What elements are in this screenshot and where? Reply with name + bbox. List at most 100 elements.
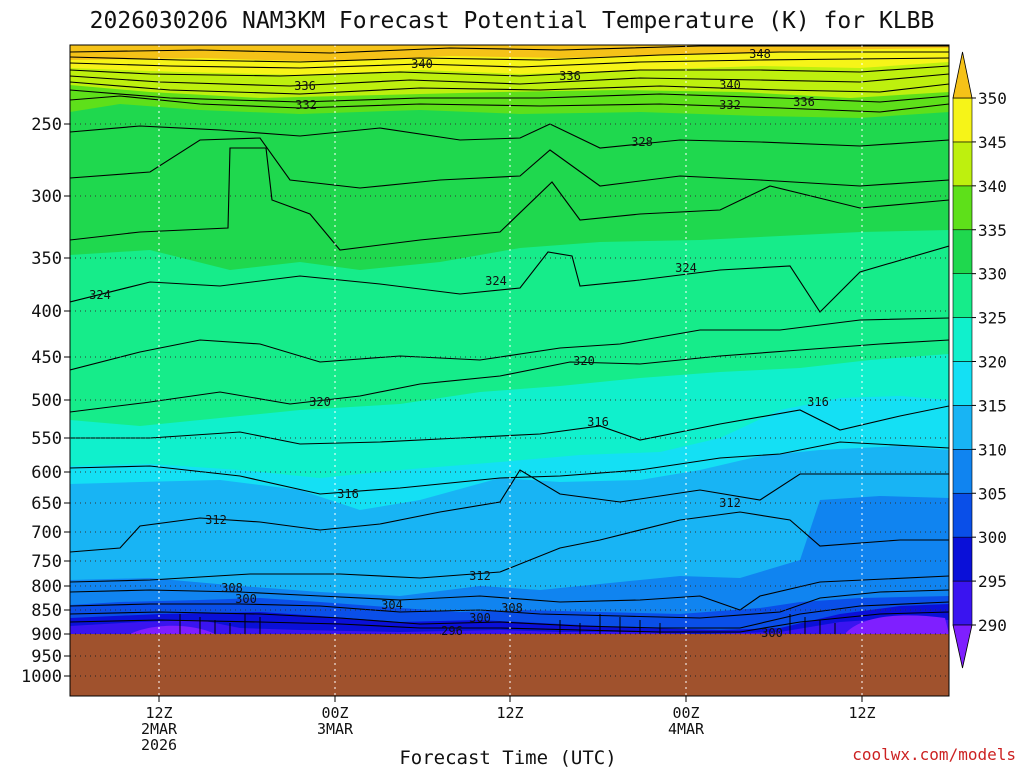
y-tick-label-800: 800 — [31, 577, 62, 597]
contour-label-300: 300 — [235, 592, 257, 606]
contour-label-348: 348 — [749, 47, 771, 61]
colorbar-segment-6 — [952, 361, 973, 406]
contour-label-316: 316 — [587, 415, 609, 429]
contour-label-336: 336 — [294, 79, 316, 93]
colorbar-segment-5 — [952, 405, 973, 450]
colorbar-label-320: 320 — [978, 353, 1007, 372]
contour-label-316: 316 — [807, 395, 829, 409]
x-tick-label-1-3: 2026 — [141, 736, 177, 754]
x-tick-label-1-2: 2MAR — [141, 720, 178, 738]
contour-label-312: 312 — [205, 513, 227, 527]
contour-label-324: 324 — [485, 274, 507, 288]
x-tick-label-4-1: 00Z — [672, 704, 699, 722]
x-tick-label-3-1: 12Z — [496, 704, 523, 722]
contour-label-340: 340 — [411, 57, 433, 71]
x-tick-label-4-2: 4MAR — [668, 720, 705, 738]
colorbar-label-310: 310 — [978, 440, 1007, 459]
contour-label-312: 312 — [719, 496, 741, 510]
colorbar-segment-1 — [952, 580, 973, 626]
isentrope-11 — [70, 147, 949, 251]
isentrope-17 — [70, 469, 949, 553]
colorbar-segment-10 — [952, 185, 973, 231]
colorbar-label-350: 350 — [978, 89, 1007, 108]
y-tick-label-250: 250 — [31, 115, 62, 135]
y-tick-label-950: 950 — [31, 647, 62, 667]
y-axis: 250 300 350 400 450 500 550 600 650 700 750 800 850 9… — [21, 115, 70, 687]
contour-label-300: 300 — [469, 611, 491, 625]
colorbar-label-290: 290 — [978, 616, 1007, 635]
y-tick-label-300: 300 — [31, 187, 62, 207]
colorbar-bottom-arrow — [952, 624, 973, 669]
y-tick-label-900: 900 — [31, 625, 62, 645]
isentrope-21 — [70, 601, 949, 629]
colorbar-segment-2 — [952, 536, 973, 582]
isentrope-6 — [70, 81, 949, 95]
contour-label-layer: 348 340 336 336 340 336 332 332 328 324 324 324 320 3… — [89, 47, 829, 640]
contour-label-312: 312 — [469, 569, 491, 583]
isentrope-22 — [70, 611, 949, 633]
contour-label-332: 332 — [719, 98, 741, 112]
x-tick-label-1-1: 12Z — [145, 704, 172, 722]
contour-label-308: 308 — [221, 581, 243, 595]
colorbar-segment-12 — [952, 97, 973, 143]
x-tick-label-2-1: 00Z — [321, 704, 348, 722]
colorbar-top-arrow — [952, 51, 973, 99]
y-tick-label-750: 750 — [31, 552, 62, 572]
x-tick-label-5-1: 12Z — [848, 704, 875, 722]
chart-title: 2026030206 NAM3KM Forecast Potential Tem… — [90, 8, 935, 34]
colorbar: 290 295 300 305 310 315 320 325 330 335 340 345 350 — [952, 51, 1007, 669]
isentrope-13 — [70, 317, 949, 371]
isentrope-10 — [70, 137, 949, 189]
isentrope-15 — [70, 405, 949, 445]
colorbar-label-335: 335 — [978, 221, 1007, 240]
colorbar-label-315: 315 — [978, 396, 1007, 415]
x-tick-label-2-2: 3MAR — [317, 720, 354, 738]
contour-label-300: 300 — [761, 626, 783, 640]
contour-label-320: 320 — [309, 395, 331, 409]
colorbar-segment-7 — [952, 317, 973, 362]
contour-label-296: 296 — [441, 624, 463, 638]
colorbar-segment-9 — [952, 229, 973, 274]
contour-label-308: 308 — [501, 601, 523, 615]
grid-lines — [70, 45, 949, 696]
contour-label-336: 336 — [559, 69, 581, 83]
isentrope-20 — [70, 589, 949, 619]
y-tick-label-500: 500 — [31, 391, 62, 411]
colorbar-label-340: 340 — [978, 177, 1007, 196]
colorbar-label-295: 295 — [978, 572, 1007, 591]
isentrope-12 — [70, 245, 949, 313]
contour-lines — [70, 45, 949, 634]
credit-text: coolwx.com/models — [852, 745, 1016, 764]
y-tick-label-550: 550 — [31, 429, 62, 449]
isentrope-16 — [70, 441, 949, 495]
x-axis-title: Forecast Time (UTC) — [399, 747, 616, 768]
colorbar-label-325: 325 — [978, 309, 1007, 328]
y-tick-label-700: 700 — [31, 523, 62, 543]
colorbar-label-300: 300 — [978, 528, 1007, 547]
isentrope-4 — [70, 65, 949, 77]
isentrope-7 — [70, 89, 949, 103]
isentrope-3 — [70, 57, 949, 69]
contour-label-324: 324 — [89, 288, 111, 302]
cold-pocket-east — [845, 615, 949, 634]
isentrope-14 — [70, 339, 949, 413]
contour-label-328: 328 — [631, 135, 653, 149]
contour-label-332: 332 — [295, 98, 317, 112]
y-tick-label-350: 350 — [31, 249, 62, 269]
isentrope-9 — [70, 123, 949, 149]
contour-label-324: 324 — [675, 261, 697, 275]
colorbar-label-345: 345 — [978, 133, 1007, 152]
isentrope-18 — [70, 511, 949, 583]
contour-label-320: 320 — [573, 354, 595, 368]
colorbar-segment-4 — [952, 449, 973, 494]
isentrope-5 — [70, 73, 949, 87]
contour-label-340: 340 — [719, 78, 741, 92]
isentrope-1 — [70, 45, 949, 54]
contour-label-316: 316 — [337, 487, 359, 501]
colorbar-segment-3 — [952, 492, 973, 538]
isentrope-19 — [70, 575, 949, 611]
isentrope-8 — [70, 95, 949, 113]
colorbar-segment-11 — [952, 141, 973, 187]
